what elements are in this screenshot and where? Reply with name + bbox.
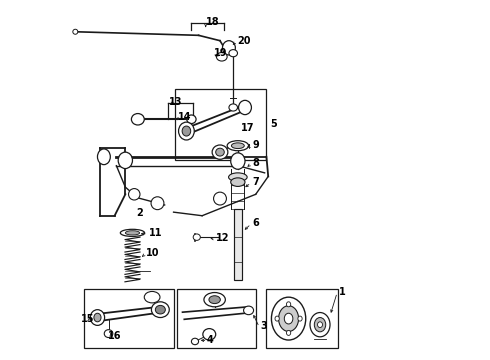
- Ellipse shape: [98, 149, 110, 165]
- Bar: [267, 289, 338, 348]
- Ellipse shape: [310, 312, 330, 337]
- Ellipse shape: [275, 316, 279, 321]
- Ellipse shape: [227, 141, 248, 151]
- Text: 8: 8: [252, 158, 259, 168]
- Ellipse shape: [244, 306, 253, 315]
- Ellipse shape: [178, 122, 194, 140]
- Ellipse shape: [73, 29, 78, 34]
- Ellipse shape: [284, 313, 293, 324]
- Text: 19: 19: [214, 48, 227, 58]
- Text: 15: 15: [81, 314, 95, 324]
- Text: 17: 17: [242, 123, 255, 133]
- Ellipse shape: [314, 318, 326, 332]
- Ellipse shape: [228, 173, 247, 181]
- Ellipse shape: [155, 305, 165, 314]
- Ellipse shape: [216, 148, 224, 156]
- Text: 16: 16: [107, 331, 121, 341]
- Text: 6: 6: [252, 218, 259, 228]
- Text: 5: 5: [270, 118, 277, 129]
- Text: 9: 9: [252, 140, 259, 150]
- Ellipse shape: [121, 229, 145, 237]
- Ellipse shape: [151, 197, 164, 210]
- Ellipse shape: [239, 100, 251, 114]
- Ellipse shape: [318, 322, 322, 328]
- Ellipse shape: [192, 338, 198, 345]
- Ellipse shape: [94, 313, 101, 322]
- Text: 18: 18: [206, 17, 220, 27]
- Ellipse shape: [125, 231, 140, 235]
- Text: 13: 13: [169, 97, 183, 107]
- Ellipse shape: [214, 192, 226, 205]
- Text: 11: 11: [148, 228, 162, 238]
- Ellipse shape: [187, 115, 196, 123]
- Text: 12: 12: [216, 233, 229, 243]
- Ellipse shape: [229, 50, 238, 57]
- Ellipse shape: [212, 145, 228, 159]
- Ellipse shape: [231, 178, 245, 186]
- Ellipse shape: [204, 293, 225, 307]
- Text: 14: 14: [178, 112, 191, 122]
- Bar: [177, 289, 256, 348]
- Ellipse shape: [229, 104, 238, 111]
- Bar: [84, 289, 173, 348]
- Ellipse shape: [182, 126, 191, 136]
- Text: 10: 10: [146, 248, 159, 258]
- Ellipse shape: [287, 330, 291, 336]
- Ellipse shape: [231, 153, 245, 169]
- Ellipse shape: [203, 329, 216, 340]
- Text: 1: 1: [339, 287, 345, 297]
- Text: 4: 4: [206, 335, 213, 345]
- Ellipse shape: [217, 53, 227, 61]
- Text: 2: 2: [136, 208, 143, 218]
- Bar: [175, 89, 267, 160]
- Text: 20: 20: [237, 36, 251, 46]
- Ellipse shape: [271, 297, 306, 340]
- Ellipse shape: [231, 143, 245, 149]
- Text: 7: 7: [252, 177, 259, 187]
- Bar: [234, 208, 242, 280]
- Ellipse shape: [118, 152, 132, 168]
- Ellipse shape: [279, 306, 298, 332]
- Ellipse shape: [298, 316, 302, 321]
- Text: 3: 3: [260, 321, 267, 332]
- Ellipse shape: [151, 302, 169, 318]
- Ellipse shape: [222, 41, 235, 55]
- Ellipse shape: [144, 292, 160, 303]
- Ellipse shape: [209, 296, 221, 303]
- Ellipse shape: [193, 234, 200, 240]
- Ellipse shape: [287, 302, 291, 307]
- Ellipse shape: [90, 310, 104, 325]
- Ellipse shape: [104, 330, 113, 338]
- Ellipse shape: [128, 189, 140, 200]
- Ellipse shape: [131, 113, 144, 125]
